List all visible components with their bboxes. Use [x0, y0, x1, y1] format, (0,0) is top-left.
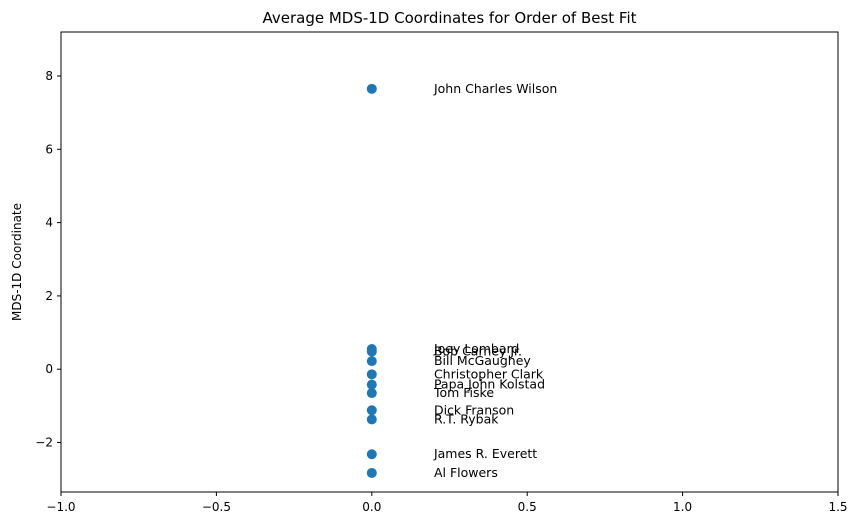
- point-label: Papa John Kolstad: [434, 377, 545, 392]
- data-point: [366, 83, 377, 94]
- x-tick-label: 1.0: [673, 500, 692, 514]
- x-tick-label: −1.0: [46, 500, 75, 514]
- y-tick-label: 4: [45, 216, 53, 230]
- data-point: [366, 405, 377, 416]
- point-label: R.T. Rybak: [434, 411, 499, 426]
- data-point: [366, 414, 377, 425]
- point-label: John Charles Wilson: [433, 81, 557, 96]
- y-tick-label: −2: [35, 436, 53, 450]
- plot-area: −1.0 −0.5 0.0 0.5 1.0 1.5 −2 0 2 4 6 8 John Charles …: [35, 31, 848, 514]
- data-point: [366, 356, 377, 367]
- point-label: Bill McGaughey: [434, 353, 531, 368]
- point-label: Al Flowers: [434, 465, 498, 480]
- y-axis-label: MDS-1D Coordinate: [10, 203, 24, 321]
- point-label: Joey Lombard: [433, 341, 519, 356]
- data-point: [366, 379, 377, 390]
- point-label: Dick Franson: [434, 402, 514, 417]
- data-point: [366, 388, 377, 399]
- y-tick-label: 8: [45, 69, 53, 83]
- y-tick-label: 6: [45, 142, 53, 156]
- plot-frame: [60, 31, 839, 493]
- x-tick-label: −0.5: [202, 500, 231, 514]
- x-tick-label: 0.5: [518, 500, 537, 514]
- point-label: James R. Everett: [433, 446, 537, 461]
- point-label: Tom Fiske: [433, 385, 494, 400]
- x-tick-label: 1.5: [828, 500, 847, 514]
- data-point: [366, 467, 377, 478]
- y-tick-label: 2: [45, 289, 53, 303]
- point-label: Christopher Clark: [434, 366, 544, 381]
- data-point: [366, 369, 377, 380]
- point-label: Bob Carney Jr.: [434, 344, 522, 359]
- x-tick-label: 0.0: [362, 500, 381, 514]
- y-tick-label: 0: [45, 362, 53, 376]
- data-point: [366, 346, 377, 357]
- data-point: [366, 449, 377, 460]
- chart-title: Average MDS-1D Coordinates for Order of …: [262, 9, 636, 27]
